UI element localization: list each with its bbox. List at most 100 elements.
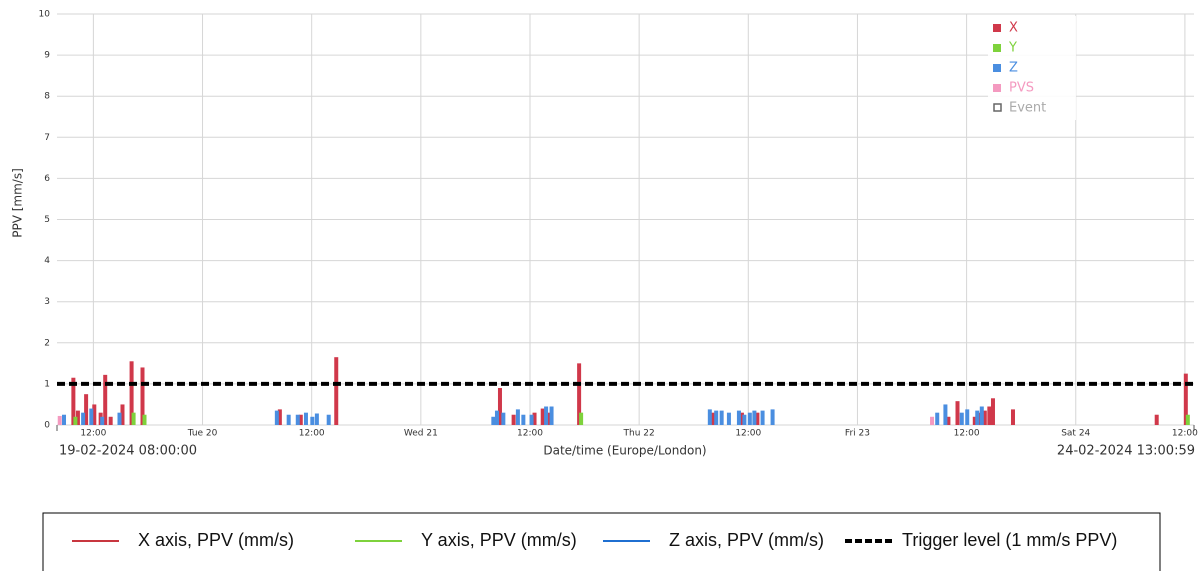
bar: [736, 410, 741, 425]
x-tick-label: Tue 20: [187, 429, 218, 439]
y-tick-label: 7: [44, 133, 50, 143]
bar: [739, 412, 744, 425]
bar: [529, 414, 534, 425]
bar: [935, 412, 940, 425]
bar: [987, 406, 992, 425]
y-tick-label: 3: [44, 297, 50, 307]
legend-box: [988, 16, 1076, 120]
y-tick-label: 4: [44, 256, 50, 266]
bar: [117, 412, 122, 425]
bar: [959, 412, 964, 425]
legend-label: PVS: [1009, 81, 1034, 96]
bar: [726, 412, 731, 425]
x-tick-label: Wed 21: [404, 429, 438, 439]
bar: [982, 410, 987, 425]
y-tick-label: 9: [44, 51, 50, 61]
x-tick-label: 12:00: [1172, 429, 1198, 439]
bar: [103, 374, 108, 425]
bar: [747, 412, 752, 425]
bar: [131, 412, 136, 425]
bar: [62, 414, 67, 425]
y-tick-label: 0: [44, 421, 50, 431]
bar: [286, 414, 291, 425]
y-tick-label: 8: [44, 92, 50, 102]
bar: [1154, 414, 1159, 425]
bar: [1185, 414, 1190, 425]
y-tick-label: 2: [44, 338, 50, 348]
legend-label: Y: [1008, 41, 1017, 56]
x-tick-label: 12:00: [954, 429, 980, 439]
bar: [92, 404, 97, 425]
bar: [742, 414, 747, 425]
bar: [979, 406, 984, 425]
bar: [770, 409, 775, 425]
bar: [547, 412, 552, 425]
legend-swatch: [993, 84, 1001, 92]
bar: [334, 357, 339, 425]
x-tick-label: 12:00: [299, 429, 325, 439]
bar: [303, 412, 308, 425]
bar: [540, 408, 545, 425]
x-axis-label: Date/time (Europe/London): [543, 444, 706, 458]
bar: [501, 412, 506, 425]
bar: [75, 410, 80, 425]
legend-swatch: [993, 44, 1001, 52]
bar: [277, 409, 282, 425]
bar: [84, 394, 89, 425]
y-axis-label: PPV [mm/s]: [11, 168, 25, 238]
footer-legend-box: [42, 512, 1161, 571]
bar: [965, 409, 970, 425]
bar: [930, 416, 935, 425]
bar: [73, 416, 78, 425]
bar: [975, 410, 980, 425]
bar: [521, 414, 526, 425]
legend-label: X: [1009, 21, 1018, 36]
bar: [515, 409, 520, 425]
y-tick-label: 5: [44, 215, 50, 225]
bar: [1010, 409, 1015, 425]
y-tick-label: 1: [44, 379, 50, 389]
y-tick-label: 10: [39, 10, 51, 20]
bar: [494, 410, 499, 425]
bar: [57, 415, 62, 425]
bar: [100, 416, 105, 425]
legend-swatch: [993, 103, 1002, 112]
legend-swatch: [993, 24, 1001, 32]
bar: [71, 377, 76, 425]
bar: [972, 416, 977, 425]
footer-legend-label: Y axis, PPV (mm/s): [421, 530, 577, 550]
bar: [549, 406, 554, 425]
x-limit-label: 24-02-2024 13:00:59: [1057, 444, 1195, 459]
bar: [497, 388, 502, 425]
x-tick-label: 12:00: [735, 429, 761, 439]
bar: [943, 404, 948, 425]
bar: [491, 416, 496, 425]
bar: [755, 412, 760, 425]
bar: [140, 367, 145, 425]
bar: [752, 410, 757, 425]
bar: [544, 406, 549, 425]
bar: [274, 410, 279, 425]
bar: [707, 409, 712, 425]
x-tick-label: 12:00: [80, 429, 106, 439]
footer-legend-label: Z axis, PPV (mm/s): [669, 530, 824, 550]
bar: [1183, 373, 1188, 425]
bar: [120, 404, 125, 425]
x-tick-label: Fri 23: [845, 429, 870, 439]
footer-legend-label: X axis, PPV (mm/s): [138, 530, 294, 550]
x-tick-label: Thu 22: [623, 429, 655, 439]
legend-swatch: [993, 64, 1001, 72]
y-tick-label: 6: [44, 174, 50, 184]
bar: [577, 363, 582, 425]
bar: [314, 413, 319, 425]
bar: [81, 412, 86, 425]
legend-label: Event: [1009, 101, 1046, 116]
bar: [579, 412, 584, 425]
bar: [108, 416, 113, 425]
bar: [946, 416, 951, 425]
bar: [990, 398, 995, 425]
bar: [714, 410, 719, 425]
bar: [142, 414, 147, 425]
bar: [760, 410, 765, 425]
